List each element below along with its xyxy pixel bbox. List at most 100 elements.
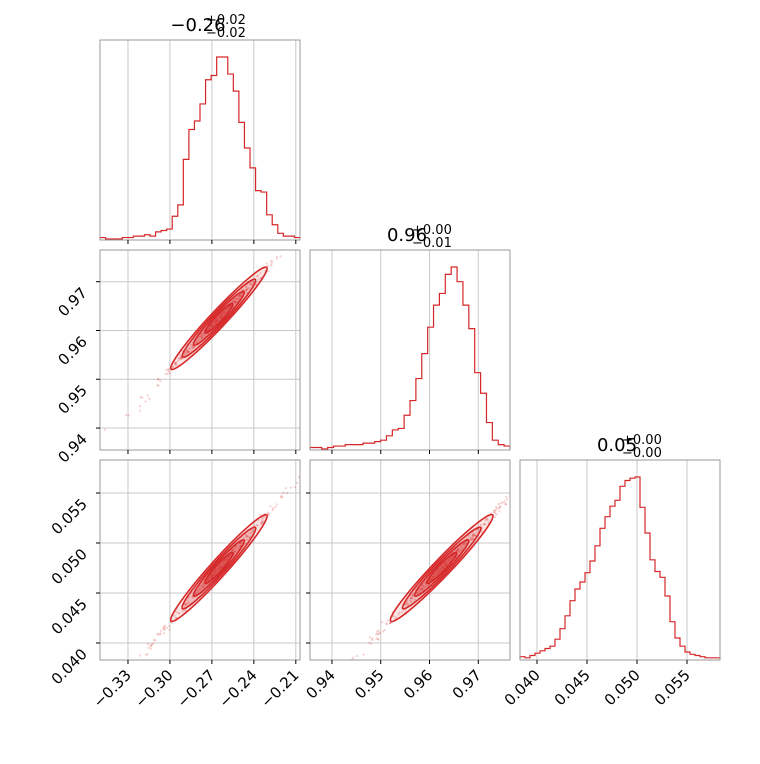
sample-point xyxy=(233,301,236,304)
sample-point xyxy=(251,283,254,286)
sample-point xyxy=(503,500,506,503)
sample-point xyxy=(201,336,204,339)
sample-point xyxy=(234,297,237,300)
sample-point xyxy=(188,602,191,605)
sample-point xyxy=(256,274,260,277)
sample-point xyxy=(156,384,159,387)
sample-point xyxy=(162,628,165,631)
sample-point xyxy=(483,523,486,526)
sample-point xyxy=(485,517,488,521)
sample-point xyxy=(259,276,263,279)
sample-point xyxy=(181,357,184,360)
sample-point xyxy=(175,361,178,364)
sample-point xyxy=(185,351,188,354)
sample-point xyxy=(371,638,374,642)
sample-point xyxy=(178,612,181,615)
sample-point xyxy=(249,283,252,286)
sample-point xyxy=(293,486,296,489)
sample-point xyxy=(163,628,166,631)
sample-point xyxy=(168,625,171,628)
sample-point xyxy=(471,537,474,540)
sample-point xyxy=(187,350,190,353)
sample-point xyxy=(179,356,182,359)
x-tick-label: 0.97 xyxy=(449,666,485,702)
sample-point xyxy=(405,601,408,605)
sample-point xyxy=(286,492,289,495)
panel-hist-1: 0.96 +0.00 −0.01 xyxy=(309,223,511,451)
sample-point xyxy=(482,523,485,526)
sample-point xyxy=(496,507,499,510)
sample-point xyxy=(460,545,463,548)
sample-point xyxy=(259,272,262,275)
sample-point xyxy=(362,653,365,656)
sample-point xyxy=(163,624,166,627)
sample-point xyxy=(245,533,248,536)
sample-point xyxy=(148,397,151,400)
sample-point xyxy=(230,549,233,552)
sample-point xyxy=(411,597,414,600)
sample-point xyxy=(146,653,149,656)
histogram-step xyxy=(309,266,511,450)
sample-point xyxy=(183,609,187,612)
sample-point xyxy=(271,507,275,510)
sample-point xyxy=(279,496,283,499)
sample-point xyxy=(494,512,497,515)
sample-point xyxy=(185,348,188,352)
sample-point xyxy=(456,549,459,552)
sample-point xyxy=(166,372,169,375)
sample-point xyxy=(246,535,249,538)
sample-point xyxy=(188,347,191,350)
sample-point xyxy=(464,542,467,546)
sample-point xyxy=(388,622,392,625)
sample-point xyxy=(498,505,501,508)
sample-point xyxy=(159,379,162,382)
sample-point xyxy=(191,596,194,599)
sample-point xyxy=(182,611,185,614)
sample-point xyxy=(385,622,388,625)
sample-point xyxy=(154,639,157,642)
sample-point xyxy=(375,633,378,636)
sample-point xyxy=(167,367,170,370)
sample-point xyxy=(237,547,241,550)
sample-point xyxy=(144,400,147,403)
sample-point xyxy=(202,333,205,336)
sample-point xyxy=(173,614,176,617)
sample-point xyxy=(239,545,242,548)
sample-point xyxy=(471,534,474,538)
sample-point xyxy=(156,632,159,635)
sample-point xyxy=(255,275,258,278)
sample-point xyxy=(275,503,278,506)
sample-point xyxy=(422,588,425,591)
sample-point xyxy=(248,536,251,539)
sample-point xyxy=(376,630,379,633)
sample-point xyxy=(473,534,476,537)
sample-point xyxy=(260,520,263,524)
sample-point xyxy=(500,502,503,505)
sample-point xyxy=(255,524,258,527)
sample-point xyxy=(378,632,382,635)
sample-point xyxy=(200,337,203,340)
sample-point xyxy=(492,510,495,514)
sample-point xyxy=(183,354,186,357)
density-contour xyxy=(204,551,234,585)
panel-scatter-1-2 xyxy=(309,459,511,661)
param-0-title-plus: +0.02 xyxy=(206,13,246,28)
sample-point xyxy=(504,503,508,506)
sample-point xyxy=(245,288,248,291)
sample-point xyxy=(248,532,251,535)
sample-point xyxy=(484,523,487,526)
sample-point xyxy=(177,611,180,615)
sample-point xyxy=(255,283,258,286)
sample-point xyxy=(238,294,241,297)
sample-point xyxy=(392,614,395,618)
sample-point xyxy=(411,593,414,596)
sample-point xyxy=(191,346,194,349)
sample-point xyxy=(187,347,190,350)
sample-point xyxy=(271,508,274,512)
sample-point xyxy=(266,511,270,514)
sample-point xyxy=(461,543,464,546)
sample-point xyxy=(260,519,263,523)
sample-point xyxy=(163,625,166,629)
sample-point xyxy=(416,591,419,594)
sample-point xyxy=(250,283,253,286)
